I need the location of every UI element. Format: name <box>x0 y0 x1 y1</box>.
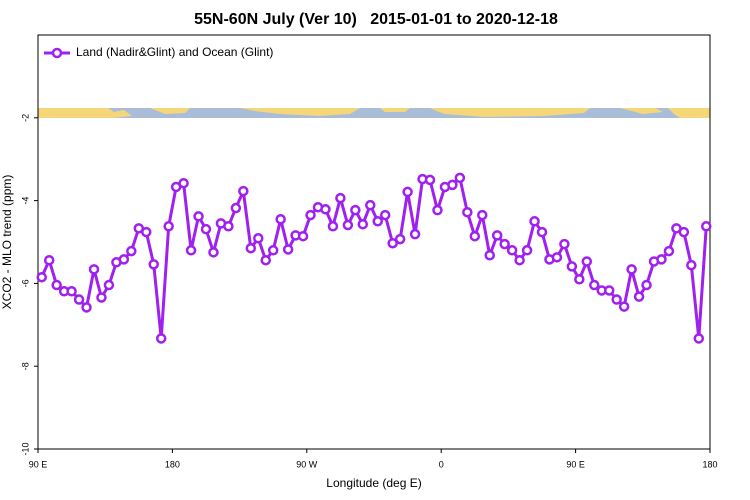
data-point <box>641 279 652 291</box>
data-point <box>51 279 62 291</box>
data-point <box>693 333 705 344</box>
data-point <box>148 259 159 270</box>
y-tick-label: -10 <box>20 442 30 455</box>
data-point <box>462 206 473 218</box>
x-tick-label: 180 <box>165 459 180 469</box>
data-point <box>551 252 563 263</box>
data-point <box>275 213 286 225</box>
x-tick-label: 90 E <box>29 459 48 469</box>
data-point <box>267 245 279 256</box>
data-point <box>305 209 316 221</box>
data-point <box>499 238 510 250</box>
data-point <box>611 294 622 305</box>
data-point <box>678 226 690 238</box>
data-point <box>394 233 406 245</box>
data-point <box>282 244 294 255</box>
data-point <box>477 209 488 221</box>
data-point <box>559 238 570 250</box>
data-point <box>469 230 481 242</box>
data-point <box>491 230 503 241</box>
chart-title: 55N-60N July (Ver 10) 2015-01-01 to 2020… <box>194 11 558 28</box>
data-point <box>335 192 346 204</box>
data-point <box>73 294 85 305</box>
data-point <box>223 221 234 232</box>
data-point <box>178 177 189 189</box>
x-tick-label: 90 W <box>296 459 318 469</box>
data-point <box>454 172 466 184</box>
y-tick-label: -8 <box>20 362 30 370</box>
data-point <box>574 274 585 285</box>
data-point <box>350 204 361 216</box>
data-point <box>126 245 137 257</box>
data-point <box>81 302 92 313</box>
x-axis-label: Longitude (deg E) <box>326 476 421 490</box>
land-ocean-strip <box>38 108 710 118</box>
y-tick-label: -4 <box>20 197 30 205</box>
data-point <box>238 185 249 197</box>
data-point <box>96 292 107 303</box>
data-point <box>260 254 271 266</box>
data-point <box>155 333 167 344</box>
data-point <box>447 179 458 191</box>
data-point <box>618 301 630 312</box>
data-point <box>163 221 174 232</box>
data-point <box>320 204 331 215</box>
data-point <box>245 242 257 254</box>
y-tick-label: -2 <box>20 114 30 122</box>
data-point <box>103 279 115 291</box>
data-point <box>342 219 354 231</box>
data-point <box>656 254 667 265</box>
data-point <box>603 285 615 296</box>
y-axis-label: XCO2 - MLO trend (ppm) <box>0 175 14 310</box>
data-point <box>521 245 533 256</box>
data-point <box>626 264 637 275</box>
data-point <box>193 211 204 222</box>
data-point <box>701 221 712 232</box>
data-point <box>208 247 219 258</box>
data-point <box>253 233 264 244</box>
data-point <box>118 254 130 265</box>
data-point <box>566 261 578 272</box>
data-point <box>230 202 242 214</box>
x-tick-label: 0 <box>439 459 444 469</box>
data-point <box>402 186 413 198</box>
data-point <box>387 237 398 249</box>
data-point <box>686 259 697 271</box>
data-point <box>484 249 495 261</box>
data-point <box>327 221 339 232</box>
data-point <box>379 209 391 221</box>
data-point <box>185 245 197 256</box>
data-point <box>372 216 383 227</box>
data-point <box>589 279 600 291</box>
data-point <box>88 264 100 275</box>
data-point <box>297 230 309 242</box>
legend-marker <box>51 47 63 59</box>
data-point <box>66 286 77 297</box>
x-tick-label: 180 <box>702 459 717 469</box>
data-point <box>581 256 593 267</box>
data-point <box>365 199 376 211</box>
data-point <box>141 226 152 238</box>
data-point <box>36 271 47 283</box>
data-point <box>633 291 645 302</box>
data-point <box>357 218 369 230</box>
data-point <box>432 204 443 216</box>
data-point <box>663 245 675 257</box>
y-tick-label: -6 <box>20 279 30 287</box>
x-tick-label: 90 E <box>566 459 585 469</box>
data-point <box>536 226 548 238</box>
data-point <box>43 254 55 266</box>
data-point <box>200 223 212 235</box>
data-point <box>506 245 518 256</box>
data-point <box>424 174 436 186</box>
data-point <box>514 254 525 266</box>
plot-frame <box>37 34 711 450</box>
data-point <box>529 216 540 227</box>
data-point <box>409 228 421 240</box>
legend-label: Land (Nadir&Glint) and Ocean (Glint) <box>76 45 273 59</box>
